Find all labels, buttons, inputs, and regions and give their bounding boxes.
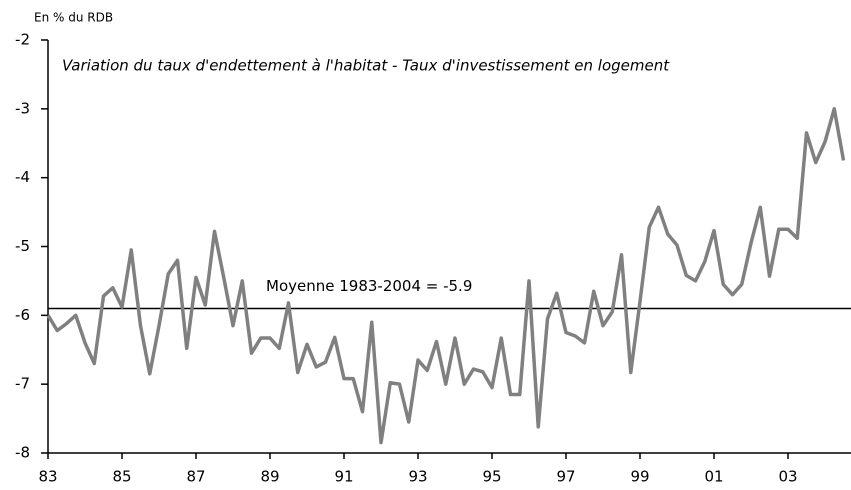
y-tick-label: -4 [15, 168, 30, 186]
x-tick-label: 91 [334, 468, 353, 486]
x-tick-label: 95 [482, 468, 501, 486]
data-line [46, 107, 846, 445]
y-tick-label: -5 [15, 237, 30, 255]
x-tick-label: 83 [38, 468, 57, 486]
x-tick-label: 99 [630, 468, 649, 486]
x-tick-label: 03 [778, 468, 797, 486]
x-tick-label: 01 [704, 468, 723, 486]
y-tick-label: -7 [15, 375, 30, 393]
y-tick-label: -3 [15, 99, 30, 117]
y-tick-label: -2 [15, 31, 30, 49]
mean-label: Moyenne 1983-2004 = -5.9 [266, 277, 472, 295]
unit-label: En % du RDB [34, 11, 113, 25]
x-tick-label: 87 [186, 468, 205, 486]
subtitle: Variation du taux d'endettement à l'habi… [62, 57, 670, 75]
x-tick-label: 85 [112, 468, 131, 486]
x-tick-label: 89 [260, 468, 279, 486]
y-tick-label: -6 [15, 306, 30, 324]
y-tick-label: -8 [15, 444, 30, 462]
x-tick-label: 97 [556, 468, 575, 486]
x-tick-label: 93 [408, 468, 427, 486]
